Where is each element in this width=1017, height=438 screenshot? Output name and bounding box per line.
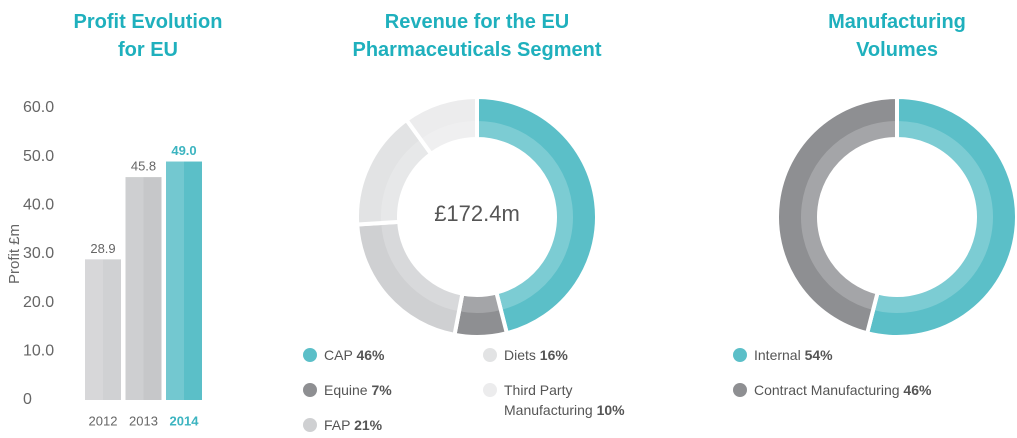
value-label: 45.8 [131, 159, 156, 174]
y-tick-label: 30.0 [23, 245, 54, 262]
legend-value: 54% [804, 347, 833, 363]
y-tick-label: 50.0 [23, 148, 54, 165]
value-label: 49.0 [171, 143, 196, 158]
legend-entry: FAP 21% [324, 415, 474, 435]
y-axis-label: Profit £m [6, 224, 23, 284]
chart-title: Manufacturing Volumes [828, 11, 966, 61]
bar-shade [125, 177, 144, 400]
bar-shade [166, 161, 184, 400]
legend-name: Diets [504, 347, 536, 363]
legend-entry: Diets 16% [504, 345, 654, 365]
y-tick-label: 60.0 [23, 99, 54, 116]
legend-swatch [733, 383, 747, 397]
y-tick-label: 20.0 [23, 294, 54, 311]
legend-entry: Contract Manufacturing 46% [754, 380, 1014, 400]
legend-swatch [303, 348, 317, 362]
bar [125, 177, 162, 400]
legend-name: Equine [324, 382, 368, 398]
chart-title: Revenue for the EU Pharmaceuticals Segme… [352, 11, 602, 61]
legend-swatch [303, 383, 317, 397]
segment-inner-band [801, 120, 899, 311]
segment-inner-band [457, 290, 503, 313]
legend-entry: Equine 7% [324, 380, 474, 400]
legend-entry: Third Party Manufacturing 10% [504, 380, 664, 420]
legend-entry: CAP 46% [324, 345, 474, 365]
bar-shade [85, 259, 103, 400]
legend-value: 16% [539, 347, 568, 363]
legend-name: FAP [324, 417, 351, 433]
y-tick-label: 40.0 [23, 197, 54, 214]
legend-value: 7% [371, 382, 392, 398]
y-tick-label: 10.0 [23, 343, 54, 360]
x-tick-label: 2012 [89, 413, 118, 428]
segment-inner-band [418, 120, 479, 157]
legend-swatch [483, 383, 497, 397]
donut-segment [864, 94, 1017, 339]
legend-name: Internal [754, 347, 801, 363]
bar [85, 259, 121, 400]
legend-name: Third Party Manufacturing [504, 382, 593, 418]
y-tick-label: 0 [23, 391, 32, 408]
bar [166, 161, 202, 400]
legend-swatch [733, 348, 747, 362]
legend-entry: Internal 54% [754, 345, 1014, 365]
donut-segment [475, 94, 599, 336]
legend-swatch [483, 348, 497, 362]
chart-title: Profit Evolution for EU [73, 11, 223, 61]
x-tick-label: 2014 [170, 413, 200, 428]
donut-segment [403, 94, 479, 157]
donut-segment [775, 94, 899, 336]
legend-swatch [303, 418, 317, 432]
legend-value: 21% [354, 417, 383, 433]
x-tick-label: 2013 [129, 413, 158, 428]
legend-name: CAP [324, 347, 353, 363]
legend-value: 46% [903, 382, 932, 398]
legend-value: 46% [356, 347, 385, 363]
legend-value: 10% [596, 402, 625, 418]
value-label: 28.9 [90, 241, 115, 256]
legend-name: Contract Manufacturing [754, 382, 900, 398]
center-label: £172.4m [434, 201, 520, 226]
